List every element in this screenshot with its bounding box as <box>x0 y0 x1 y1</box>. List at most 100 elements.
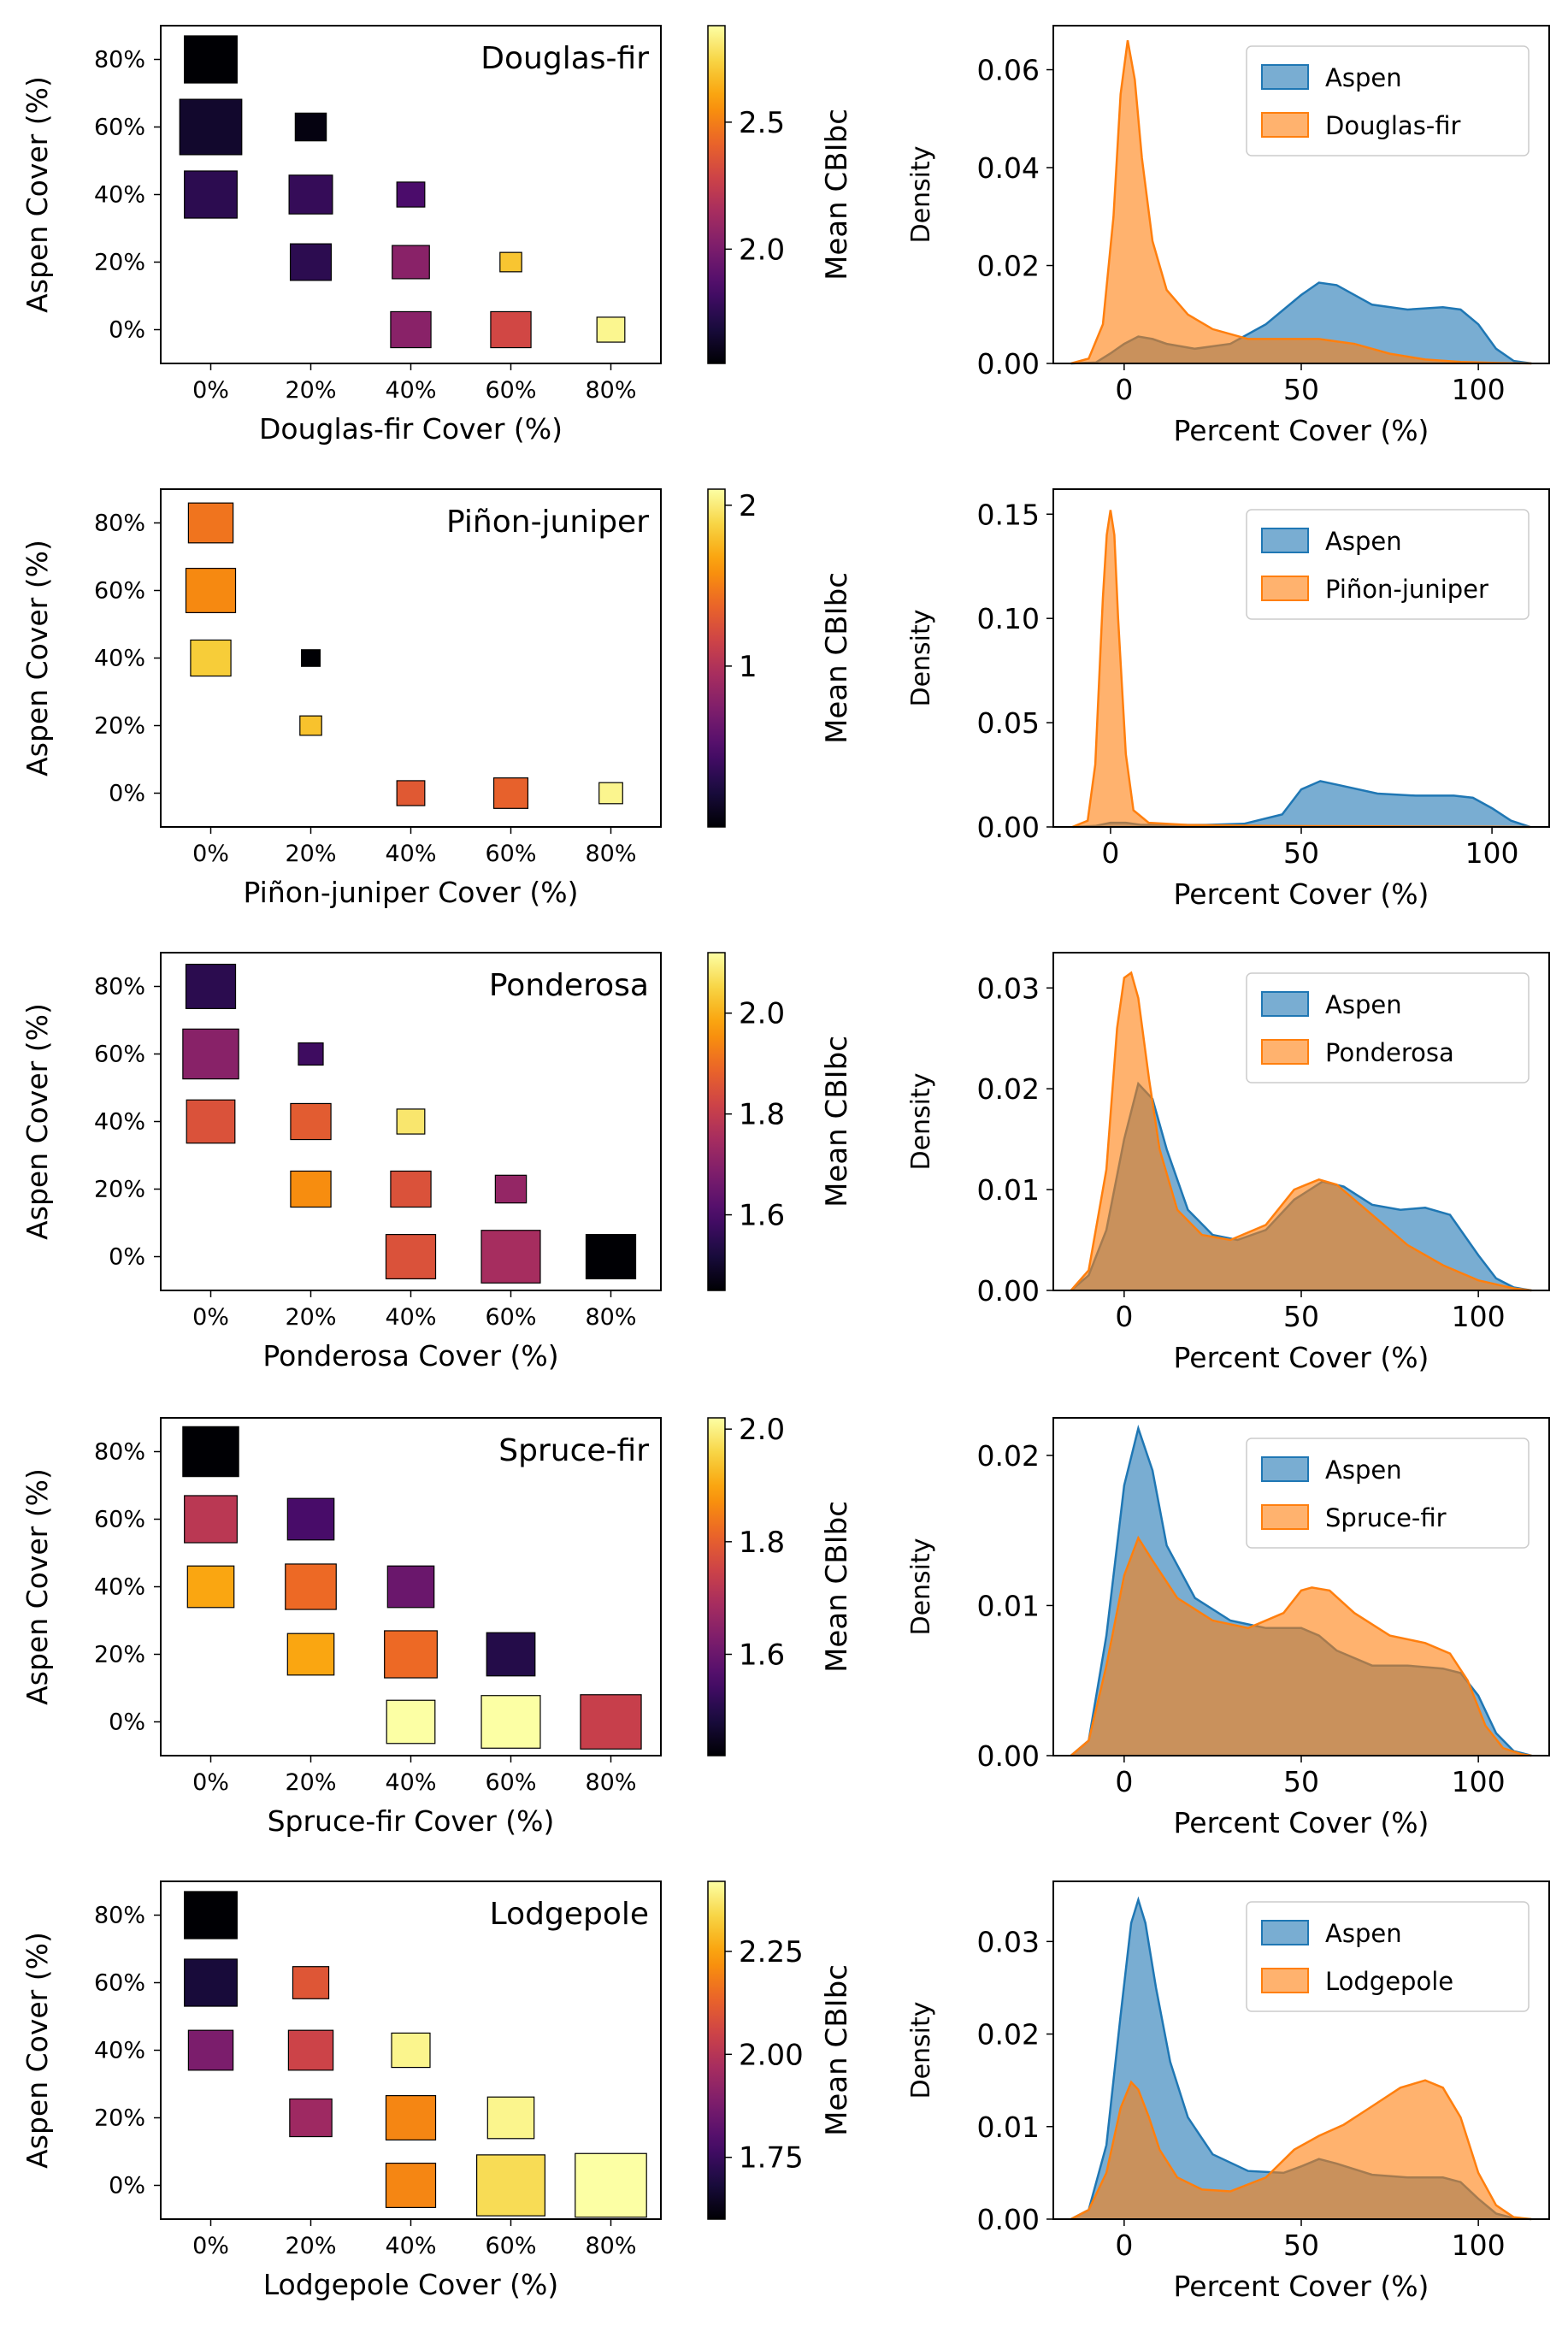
heatmap-cell <box>290 1170 332 1208</box>
heatmap-frame <box>160 488 662 828</box>
density-panel-5: 0 50 100 0.00 0.01 0.02 0.03 Percent Cover (%) D… <box>906 1880 1550 2303</box>
heatmap-cell <box>499 251 522 273</box>
heatmap-cell <box>184 1891 238 1939</box>
colorbar <box>707 1880 726 2220</box>
y-axis-label: Aspen Cover (%) <box>21 540 54 776</box>
x-tick-label: 40% <box>385 841 436 867</box>
x-axis-label: Percent Cover (%) <box>1174 877 1429 911</box>
legend-swatch <box>1261 528 1309 553</box>
x-tick-label: 100 <box>1465 836 1519 870</box>
heatmap-cell <box>294 112 327 142</box>
y-axis-label: Density <box>906 2001 936 2099</box>
y-tick-label: 0% <box>109 2173 145 2199</box>
heatmap-cell <box>396 780 426 806</box>
x-tick-label: 60% <box>485 377 536 404</box>
y-tick-label: 0% <box>109 317 145 344</box>
density-panel-4: 0 50 100 0.00 0.01 0.02 Percent Cover (%) Densi… <box>906 1417 1550 1839</box>
y-tick-label: 40% <box>94 646 145 672</box>
heatmap-cell <box>480 1695 541 1749</box>
x-tick-label: 0% <box>192 1304 229 1331</box>
colorbar-label: Mean CBIbc <box>820 1036 854 1207</box>
x-axis-label: Percent Cover (%) <box>1174 414 1429 447</box>
colorbar-tick-label: 2.5 <box>739 106 785 140</box>
heatmap-cell <box>486 1632 536 1677</box>
legend-label: Spruce-fir <box>1325 1503 1447 1532</box>
heatmap-cell <box>298 1042 324 1066</box>
heatmap-cell <box>186 1099 236 1144</box>
y-tick-label: 0% <box>109 1709 145 1736</box>
legend-label: Lodgepole <box>1325 1967 1453 1996</box>
heatmap-panel-3: 0% 0% 20% 20% 40% 40% 60% 60% 80% 80% Ponderosa Pon… <box>21 952 854 1373</box>
heatmap-cell <box>392 245 430 280</box>
x-tick-label: 0% <box>192 2233 229 2259</box>
heatmap-cell <box>290 1102 332 1141</box>
y-tick-label: 60% <box>94 1970 145 1997</box>
y-tick-label: 0.00 <box>977 2203 1040 2236</box>
legend-label: Piñon-juniper <box>1325 575 1488 604</box>
x-tick-label: 20% <box>285 2233 336 2259</box>
heatmap-cell <box>385 2162 437 2209</box>
heatmap-cell <box>301 649 321 667</box>
y-tick-label: 0.02 <box>977 2018 1040 2052</box>
y-axis-label: Aspen Cover (%) <box>21 1932 54 2169</box>
x-tick-label: 0 <box>1115 2229 1133 2262</box>
heatmap-cell <box>596 316 626 343</box>
y-tick-label: 0.02 <box>977 1072 1040 1106</box>
density-line-other <box>1070 2079 1532 2221</box>
heatmap-cell <box>390 310 432 349</box>
heatmap-cell <box>186 1565 235 1609</box>
density-panel-2: 0 50 100 0.00 0.05 0.10 0.15 Percent Cover (%) D… <box>906 488 1550 911</box>
x-tick-label: 40% <box>385 2233 436 2259</box>
y-tick-label: 60% <box>94 1042 145 1068</box>
x-tick-label: 20% <box>285 1304 336 1331</box>
y-tick-label: 80% <box>94 1903 145 1929</box>
heatmap-cell <box>184 1495 238 1544</box>
heatmap-cell <box>184 35 238 84</box>
colorbar-tick-label: 2.25 <box>739 1935 804 1969</box>
y-tick-label: 20% <box>94 250 145 276</box>
legend-swatch <box>1261 1039 1309 1065</box>
x-tick-label: 80% <box>585 1769 636 1796</box>
density-area-aspen <box>1070 1899 1532 2219</box>
legend-frame <box>1246 45 1530 156</box>
y-tick-label: 0.10 <box>977 602 1040 635</box>
y-tick-label: 0.00 <box>977 1274 1040 1308</box>
x-tick-label: 50 <box>1283 1765 1319 1798</box>
y-tick-label: 60% <box>94 578 145 605</box>
x-tick-label: 80% <box>585 1304 636 1331</box>
density-line-other <box>1070 39 1532 365</box>
colorbar-tick-label: 1.8 <box>739 1098 785 1132</box>
legend-frame <box>1246 972 1530 1083</box>
heatmap-cell <box>598 782 623 805</box>
x-axis-label: Percent Cover (%) <box>1174 1806 1429 1839</box>
x-tick-label: 50 <box>1283 1300 1319 1333</box>
colorbar-label: Mean CBIbc <box>820 1964 854 2136</box>
x-tick-label: 20% <box>285 841 336 867</box>
x-tick-label: 40% <box>385 377 436 404</box>
colorbar-label: Mean CBIbc <box>820 1501 854 1673</box>
y-tick-label: 20% <box>94 2105 145 2132</box>
y-tick-label: 0% <box>109 1244 145 1271</box>
heatmap-cell <box>575 2152 647 2218</box>
colorbar-tick-label: 2.00 <box>739 2038 804 2072</box>
heatmap-cell <box>299 715 322 736</box>
x-tick-label: 100 <box>1452 2229 1506 2262</box>
heatmap-cell <box>187 502 234 544</box>
y-tick-label: 0.01 <box>977 1589 1040 1622</box>
y-tick-label: 0% <box>109 781 145 807</box>
colorbar-tick-label: 2.0 <box>739 997 785 1031</box>
heatmap-cell <box>289 2098 333 2138</box>
y-tick-label: 0.04 <box>977 151 1040 185</box>
heatmap-cell <box>287 2029 334 2071</box>
x-tick-label: 50 <box>1283 2229 1319 2262</box>
heatmap-cell <box>384 1630 438 1679</box>
density-area-other <box>1070 972 1532 1290</box>
colorbar-tick-label: 2 <box>739 489 757 523</box>
legend-swatch <box>1261 991 1309 1017</box>
heatmap-cell <box>182 1028 239 1080</box>
y-tick-label: 20% <box>94 1642 145 1668</box>
x-tick-label: 50 <box>1283 373 1319 406</box>
heatmap-cell <box>396 1108 426 1135</box>
legend-label: Douglas-fir <box>1325 111 1461 140</box>
